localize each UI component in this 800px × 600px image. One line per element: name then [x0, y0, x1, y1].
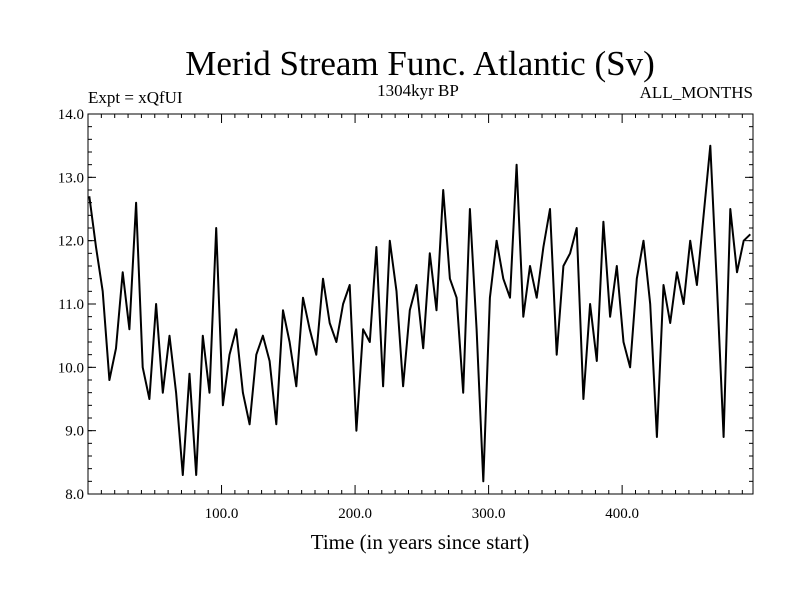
y-tick-label: 9.0	[65, 424, 84, 440]
x-tick-label: 200.0	[338, 506, 372, 522]
months-label: ALL_MONTHS	[640, 83, 753, 102]
x-axis-label: Time (in years since start)	[311, 530, 530, 554]
y-tick-label: 8.0	[65, 487, 84, 503]
y-tick-label: 11.0	[58, 297, 84, 313]
x-tick-label: 300.0	[472, 506, 506, 522]
data-series-line	[88, 144, 751, 483]
axis-ticks	[88, 113, 753, 495]
plot-frame	[87, 113, 754, 495]
x-tick-label: 100.0	[205, 506, 239, 522]
y-tick-label: 10.0	[58, 360, 84, 376]
experiment-label: Expt = xQfUI	[88, 88, 183, 107]
x-tick-labels: 100.0 200.0 300.0 400.0	[205, 506, 639, 522]
x-tick-label: 400.0	[605, 506, 639, 522]
y-tick-label: 13.0	[58, 170, 84, 186]
y-tick-label: 14.0	[58, 107, 84, 123]
period-label: 1304kyr BP	[377, 81, 459, 100]
y-tick-labels: 8.0 9.0 10.0 11.0 12.0 13.0 14.0	[58, 107, 84, 503]
y-tick-label: 12.0	[58, 234, 84, 250]
chart-title: Merid Stream Func. Atlantic (Sv)	[185, 44, 655, 83]
